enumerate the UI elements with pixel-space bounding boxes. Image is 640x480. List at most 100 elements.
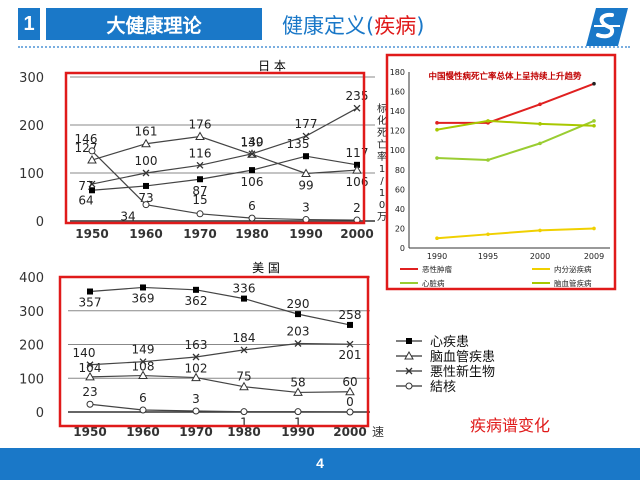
legend-label: 恶性肿瘤	[422, 264, 452, 274]
data-label: 1	[240, 416, 248, 430]
data-label: 176	[189, 118, 212, 132]
data-point	[192, 407, 200, 415]
data-point	[293, 387, 303, 396]
data-point	[142, 169, 150, 177]
y-axis-label-char: 1	[379, 164, 385, 175]
data-point	[140, 284, 146, 291]
data-point	[294, 408, 302, 416]
series-line-2	[91, 107, 358, 185]
header-divider	[18, 46, 630, 48]
y-tick-label: 400	[19, 271, 44, 286]
data-label: 140	[241, 135, 264, 149]
data-point	[89, 187, 95, 194]
y-axis-label-char: 率	[377, 150, 387, 163]
data-label: 369	[132, 291, 155, 305]
y-tick-label: 100	[19, 167, 44, 182]
x-axis-suffix: 速	[372, 425, 384, 439]
slide-subtitle: 健康定义(疾病)	[282, 10, 424, 40]
data-point	[239, 381, 249, 391]
data-point	[354, 161, 360, 168]
data-point	[538, 228, 542, 233]
x-tick-label: 1950	[75, 227, 108, 241]
x-tick-label: 1960	[129, 227, 162, 241]
data-label: 75	[236, 370, 251, 384]
series-line-3	[436, 119, 595, 131]
section-number: 1	[18, 8, 40, 40]
footer-bar	[0, 448, 640, 480]
data-label: 102	[185, 362, 208, 376]
legend-label: 脑血管疾病	[554, 278, 592, 288]
x-tick-label: 2000	[530, 252, 550, 261]
y-tick-label: 160	[390, 88, 405, 97]
highlight-frame	[64, 71, 366, 225]
y-axis-label-char: 0	[379, 200, 385, 211]
data-point	[486, 121, 490, 125]
data-point	[347, 321, 353, 328]
data-label: 235	[346, 89, 369, 103]
y-tick-label: 300	[19, 71, 44, 86]
y-axis-label-char: 标	[377, 103, 387, 115]
y-tick-label: 100	[390, 146, 405, 155]
data-label: 106	[346, 175, 369, 189]
data-label: 290	[287, 297, 310, 311]
x-tick-label: 1990	[427, 252, 447, 261]
data-point	[192, 353, 200, 361]
series-line-1	[436, 227, 595, 240]
chart-title: 日 本	[258, 59, 286, 73]
data-label: 73	[138, 191, 153, 205]
data-point	[302, 132, 310, 140]
data-point	[88, 147, 96, 155]
data-label: 258	[339, 308, 362, 322]
y-tick-label: 180	[390, 68, 405, 77]
data-label: 100	[135, 154, 158, 168]
series-line-1	[91, 135, 358, 175]
data-point	[248, 150, 256, 158]
data-label: 15	[192, 193, 207, 207]
legend-marker	[406, 338, 412, 344]
highlight-frame	[58, 275, 370, 428]
data-point	[538, 102, 542, 107]
data-label: 140	[73, 346, 96, 360]
data-point	[435, 236, 439, 241]
data-label: 34	[120, 210, 135, 224]
y-axis-label-char: 1	[379, 188, 385, 199]
y-axis-label-char: 死	[377, 128, 387, 139]
data-label: 2	[353, 201, 361, 215]
y-tick-label: 0	[36, 215, 44, 230]
data-label: 108	[132, 360, 155, 374]
legend-label: 心疾患	[430, 335, 469, 350]
data-point	[87, 155, 97, 164]
x-tick-label: 1980	[227, 425, 260, 439]
y-tick-label: 20	[395, 224, 405, 233]
chart-title: 中国慢性病死亡率总体上呈持续上升趋势	[428, 71, 582, 82]
x-tick-label: 1980	[235, 227, 268, 241]
data-point	[249, 167, 255, 174]
data-point	[295, 311, 301, 318]
series-line-1	[89, 374, 351, 394]
data-point	[592, 81, 596, 86]
data-point	[538, 141, 542, 146]
data-point	[303, 153, 309, 160]
data-label: 127	[75, 141, 98, 155]
data-label: 135	[287, 137, 310, 151]
y-tick-label: 200	[19, 339, 44, 354]
data-point	[138, 370, 148, 380]
x-tick-label: 1990	[281, 425, 314, 439]
y-tick-label: 140	[390, 107, 405, 116]
legend-label: 内分泌疾病	[554, 264, 592, 274]
y-axis-label-char: 化	[377, 114, 387, 127]
data-point	[142, 201, 150, 209]
data-point	[486, 119, 490, 123]
data-point	[353, 216, 361, 224]
x-tick-label: 2000	[340, 227, 373, 241]
data-label: 184	[233, 331, 256, 345]
legend-label: 心脏病	[422, 278, 445, 288]
legend-label: 悪性新生物	[430, 364, 495, 380]
data-label: 357	[79, 296, 102, 310]
data-label: 201	[339, 348, 362, 362]
data-point	[592, 226, 596, 231]
series-line-2	[89, 342, 351, 366]
data-point	[195, 131, 205, 141]
